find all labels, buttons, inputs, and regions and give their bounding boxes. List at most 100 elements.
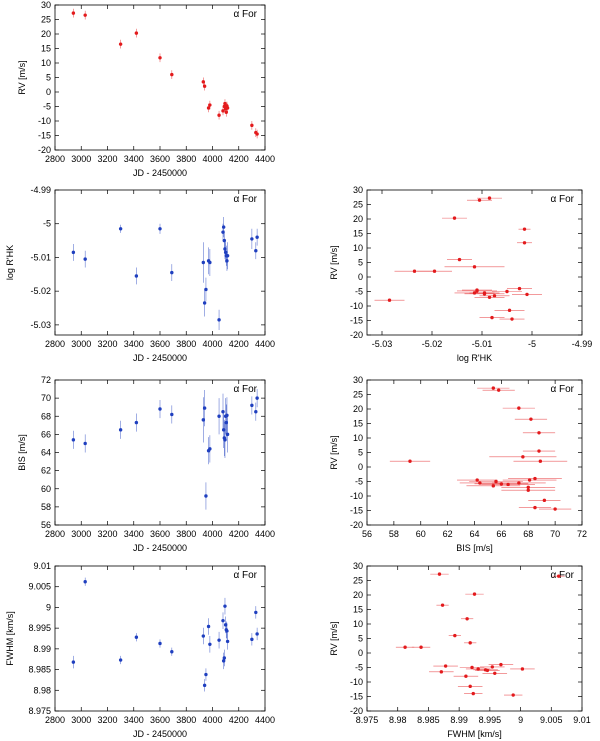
data-point xyxy=(134,635,139,639)
y-tick-label: 0 xyxy=(358,272,363,282)
y-tick-label: 25 xyxy=(353,390,363,400)
y-tick-label: 8.98 xyxy=(33,685,51,695)
y-tick-label: 0 xyxy=(46,87,51,97)
y-tick-label: -15 xyxy=(38,131,51,141)
y-tick-label: 30 xyxy=(41,0,51,10)
data-point xyxy=(221,618,225,623)
data-point xyxy=(221,109,225,113)
x-tick-label: 4400 xyxy=(255,339,275,349)
chart-title: α For xyxy=(233,570,257,581)
data-point xyxy=(537,449,541,453)
data-point xyxy=(468,684,472,689)
data-point xyxy=(527,478,532,482)
data-point xyxy=(118,42,123,46)
x-tick-label: 2800 xyxy=(45,715,65,725)
y-tick-label: -15 xyxy=(350,506,363,516)
y-tick-label: 8.975 xyxy=(28,706,51,716)
data-point xyxy=(222,656,227,660)
data-point xyxy=(443,664,448,668)
data-point xyxy=(204,672,208,677)
data-point xyxy=(201,634,206,638)
data-point xyxy=(525,292,529,297)
x-tick-label: -5.02 xyxy=(422,339,443,349)
y-tick-label: 8.995 xyxy=(28,623,51,633)
data-point xyxy=(490,315,494,320)
x-tick-label: 4400 xyxy=(255,154,275,164)
x-tick-label: 4200 xyxy=(229,154,249,164)
data-point xyxy=(118,428,123,432)
data-point xyxy=(412,269,417,273)
y-tick-label: 10 xyxy=(41,58,51,68)
y-tick-label: -5 xyxy=(355,287,363,297)
data-point xyxy=(158,407,162,411)
x-tick-label: 58 xyxy=(389,529,399,539)
data-point xyxy=(477,198,482,202)
x-tick-label: 3800 xyxy=(176,529,196,539)
y-tick-label: 8.99 xyxy=(33,644,51,654)
data-point xyxy=(201,418,206,422)
data-point xyxy=(255,235,259,239)
data-point xyxy=(202,406,207,410)
data-point xyxy=(223,101,227,106)
data-point xyxy=(505,289,509,294)
data-point xyxy=(225,259,229,263)
chart-title: α For xyxy=(550,384,574,395)
y-tick-label: 68 xyxy=(41,411,51,421)
x-tick-label: 3600 xyxy=(150,339,170,349)
chart-logrhk-vs-jd: 2800 3000 3200 3400 3600 3800 4000 4200 4400 -5.0… xyxy=(5,185,275,363)
data-point xyxy=(254,248,258,253)
data-point xyxy=(202,683,207,688)
data-point xyxy=(202,84,207,88)
y-tick-label: 5 xyxy=(358,448,363,458)
x-tick-label: 3200 xyxy=(97,339,117,349)
data-point xyxy=(440,603,445,607)
chart-rv-vs-bis: 56 58 60 62 64 66 68 70 72 -20 -15 -10 -5 0 5 10 15 20 25 3… xyxy=(329,375,587,553)
x-tick-label: 9.005 xyxy=(540,715,563,725)
data-point xyxy=(482,292,487,296)
data-point xyxy=(221,659,226,663)
y-tick-label: -5.01 xyxy=(30,252,51,262)
data-point xyxy=(83,580,87,584)
y-tick-label: -5 xyxy=(355,477,363,487)
data-point xyxy=(487,295,492,299)
y-axis-label: RV [m/s] xyxy=(329,245,339,279)
y-tick-label: -5.02 xyxy=(30,286,51,296)
x-tick-label: 8.975 xyxy=(356,715,379,725)
data-point xyxy=(487,196,492,200)
y-axis-label: RV [m/s] xyxy=(329,621,339,655)
data-point xyxy=(170,650,174,654)
x-tick-label: 3000 xyxy=(71,529,91,539)
data-point xyxy=(158,641,162,646)
data-point xyxy=(457,257,462,262)
y-tick-label: 20 xyxy=(41,29,51,39)
data-point xyxy=(250,237,254,241)
data-point xyxy=(254,410,258,414)
x-tick-label: 3600 xyxy=(150,529,170,539)
x-tick-label: 8.985 xyxy=(417,715,440,725)
y-tick-label: 0 xyxy=(358,462,363,472)
x-tick-label: 8.995 xyxy=(479,715,502,725)
chart-title: α For xyxy=(233,9,257,20)
data-point xyxy=(553,507,557,511)
x-tick-label: -5.01 xyxy=(472,339,493,349)
x-tick-label: 3400 xyxy=(124,715,144,725)
data-point xyxy=(71,11,76,15)
data-point xyxy=(526,485,530,489)
data-point xyxy=(208,260,212,265)
y-tick-label: 70 xyxy=(41,393,51,403)
data-point xyxy=(202,301,207,305)
x-tick-label: 3000 xyxy=(71,339,91,349)
chart-title: α For xyxy=(233,194,257,205)
y-tick-label: -10 xyxy=(350,677,363,687)
data-point xyxy=(437,572,442,576)
data-point xyxy=(118,227,123,231)
x-tick-label: 8.98 xyxy=(389,715,407,725)
series-rv-vs-log-r-hk xyxy=(374,196,542,321)
y-tick-label: -5.03 xyxy=(30,320,51,330)
y-tick-label: 20 xyxy=(353,404,363,414)
x-tick-label: 4000 xyxy=(202,154,222,164)
data-point xyxy=(206,624,211,629)
series-rv-vs-bis xyxy=(389,386,572,511)
data-point xyxy=(521,455,525,459)
data-point xyxy=(255,632,259,636)
